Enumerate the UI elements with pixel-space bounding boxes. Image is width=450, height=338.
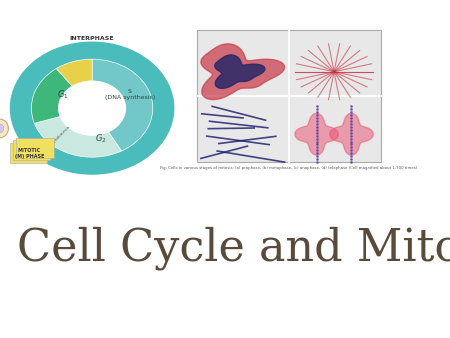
- Polygon shape: [201, 44, 284, 100]
- Text: INTERPHASE: INTERPHASE: [70, 35, 114, 41]
- Ellipse shape: [0, 119, 9, 138]
- Bar: [197, 30, 381, 162]
- Text: S
(DNA synthesis): S (DNA synthesis): [104, 89, 155, 100]
- Text: Fig: Cells in various stages of mitosis: (a) prophase, (b) metaphase, (c) anapha: Fig: Cells in various stages of mitosis:…: [160, 166, 418, 170]
- Circle shape: [58, 81, 126, 135]
- Text: MITOTIC
(M) PHASE: MITOTIC (M) PHASE: [14, 148, 44, 159]
- FancyBboxPatch shape: [16, 138, 54, 158]
- FancyBboxPatch shape: [9, 143, 47, 163]
- Polygon shape: [215, 55, 265, 88]
- Wedge shape: [92, 59, 153, 151]
- Ellipse shape: [0, 124, 4, 132]
- Wedge shape: [34, 108, 122, 157]
- Text: Cell Cycle and Mitosis: Cell Cycle and Mitosis: [17, 226, 450, 270]
- Text: $G_2$: $G_2$: [94, 132, 106, 145]
- FancyBboxPatch shape: [13, 140, 50, 160]
- Polygon shape: [295, 113, 338, 155]
- Wedge shape: [32, 69, 92, 123]
- Text: Cytokinesis: Cytokinesis: [50, 125, 71, 145]
- Polygon shape: [330, 113, 373, 155]
- Text: $G_1$: $G_1$: [57, 89, 68, 101]
- Circle shape: [10, 42, 174, 174]
- Wedge shape: [56, 59, 92, 108]
